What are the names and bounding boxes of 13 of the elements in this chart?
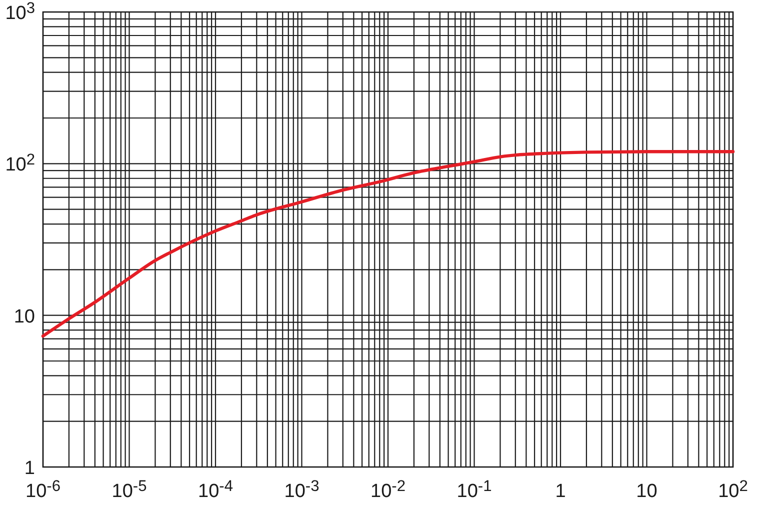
x-tick-label: 10$^{-5}$ [112, 478, 148, 502]
x-tick-label: 10$^{-1}$ [456, 478, 492, 502]
x-tick-label: 10$^{-2}$ [370, 478, 406, 502]
x-tick-label: 10$^{2}$ [718, 478, 748, 502]
x-tick-label: 10$^{-4}$ [198, 478, 234, 502]
y-tick-label: 1 [24, 458, 35, 479]
x-tick-label: 1 [555, 481, 566, 502]
y-tick-label: 10$^{2}$ [5, 152, 35, 176]
x-tick-label: 10$^{-6}$ [26, 478, 60, 502]
x-tick-label: 10 [636, 481, 658, 502]
x-tick-label: 10$^{-3}$ [284, 478, 320, 502]
y-tick-label: 10$^{3}$ [5, 0, 35, 24]
y-tick-label: 10 [14, 306, 35, 328]
